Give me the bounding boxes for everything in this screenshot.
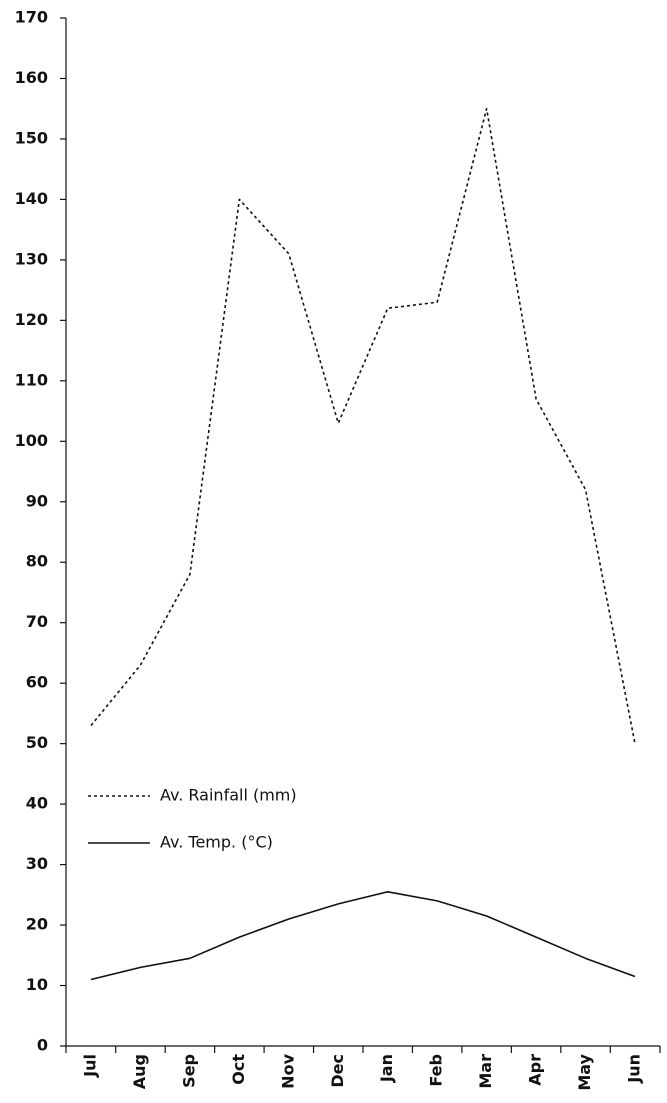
data-point: [337, 903, 339, 905]
x-tick-label: Mar: [476, 1054, 495, 1089]
data-point: [288, 253, 290, 255]
axes: 0 10 20 30 40 50 60 70 80 90 100 110 120 130 140 150 160…: [15, 8, 661, 1091]
y-tick-label: 0: [37, 1036, 48, 1055]
y-tick-label: 20: [26, 915, 48, 934]
x-tick-label: Feb: [427, 1054, 446, 1087]
y-tick-label: 130: [15, 249, 48, 268]
data-point: [436, 900, 438, 902]
y-tick-label: 30: [26, 854, 48, 873]
data-point: [584, 957, 586, 959]
data-point: [584, 488, 586, 490]
y-tick-label: 170: [15, 8, 48, 27]
y-tick-label: 60: [26, 673, 48, 692]
data-point: [238, 198, 240, 200]
x-tick-label: Jul: [81, 1054, 100, 1078]
y-tick-label: 150: [15, 128, 48, 147]
data-point: [288, 918, 290, 920]
x-tick-label: Apr: [526, 1054, 545, 1086]
data-point: [90, 724, 92, 726]
data-point: [485, 108, 487, 110]
data-point: [337, 422, 339, 424]
x-tick-label: Jan: [377, 1054, 396, 1083]
y-tick-label: 120: [15, 310, 48, 329]
data-point: [90, 978, 92, 980]
legend-label: Av. Rainfall (mm): [160, 786, 297, 805]
x-tick-label: May: [575, 1053, 594, 1090]
legend: Av. Rainfall (mm) Av. Temp. (°C): [88, 786, 297, 852]
y-tick-label: 110: [15, 370, 48, 389]
data-point: [139, 966, 141, 968]
y-tick-label: 50: [26, 733, 48, 752]
y-tick-label: 100: [15, 431, 48, 450]
y-tick-label: 80: [26, 552, 48, 571]
data-point: [485, 915, 487, 917]
data-point: [189, 957, 191, 959]
y-tick-label: 40: [26, 794, 48, 813]
y-tick-label: 140: [15, 189, 48, 208]
x-tick-label: Oct: [229, 1054, 248, 1085]
data-point: [535, 398, 537, 400]
data-point: [387, 891, 389, 893]
y-tick-label: 70: [26, 612, 48, 631]
data-point: [238, 936, 240, 938]
x-tick-label: Dec: [328, 1054, 347, 1088]
y-tick-label: 160: [15, 68, 48, 87]
data-point: [387, 307, 389, 309]
x-tick-label: Sep: [179, 1054, 198, 1088]
x-tick-label: Aug: [130, 1054, 149, 1089]
y-tick-label: 10: [26, 975, 48, 994]
y-tick-label: 90: [26, 491, 48, 510]
x-tick-label: Jun: [625, 1054, 644, 1084]
data-point: [535, 936, 537, 938]
data-point: [436, 301, 438, 303]
legend-label: Av. Temp. (°C): [160, 833, 273, 852]
series-line-1: [90, 890, 636, 981]
x-tick-label: Nov: [278, 1053, 297, 1088]
data-point: [634, 975, 636, 977]
data-point: [139, 664, 141, 666]
series-line-0: [90, 107, 636, 744]
data-point: [634, 742, 636, 744]
series-lines: [90, 107, 636, 981]
data-point: [189, 573, 191, 575]
